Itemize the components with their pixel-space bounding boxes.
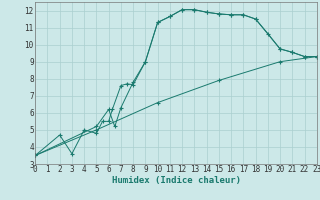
X-axis label: Humidex (Indice chaleur): Humidex (Indice chaleur) xyxy=(111,176,241,185)
